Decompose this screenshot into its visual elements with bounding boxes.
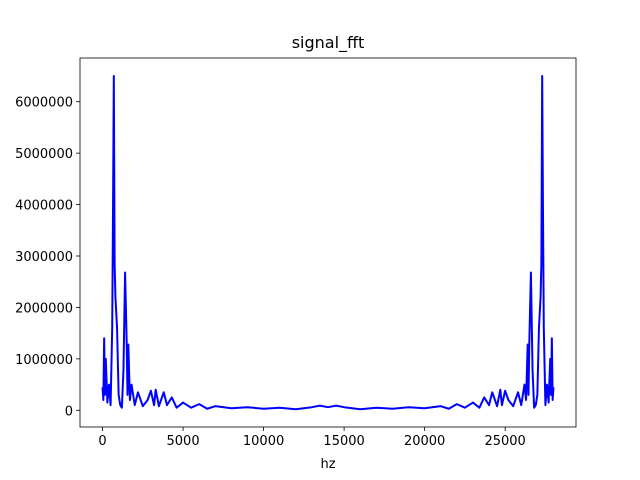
- y-tick-label: 0: [65, 404, 73, 419]
- y-tick-label: 1000000: [15, 353, 73, 368]
- x-tick-label: 10000: [243, 434, 284, 449]
- x-tick-label: 0: [98, 434, 106, 449]
- axes-frame: [79, 57, 577, 428]
- x-tick-label: 15000: [323, 434, 364, 449]
- y-tick-label: 6000000: [15, 96, 73, 111]
- x-tick-label: 20000: [404, 434, 445, 449]
- x-tick-label: 5000: [167, 434, 200, 449]
- x-axis-label: hz: [320, 457, 335, 472]
- y-tick-label: 3000000: [15, 250, 73, 265]
- x-tick-label: 25000: [484, 434, 525, 449]
- y-tick-label: 4000000: [15, 199, 73, 214]
- y-tick-label: 5000000: [15, 147, 73, 162]
- data-line: [101, 75, 555, 411]
- y-tick-label: 2000000: [15, 301, 73, 316]
- chart-title: signal_fft: [292, 33, 365, 53]
